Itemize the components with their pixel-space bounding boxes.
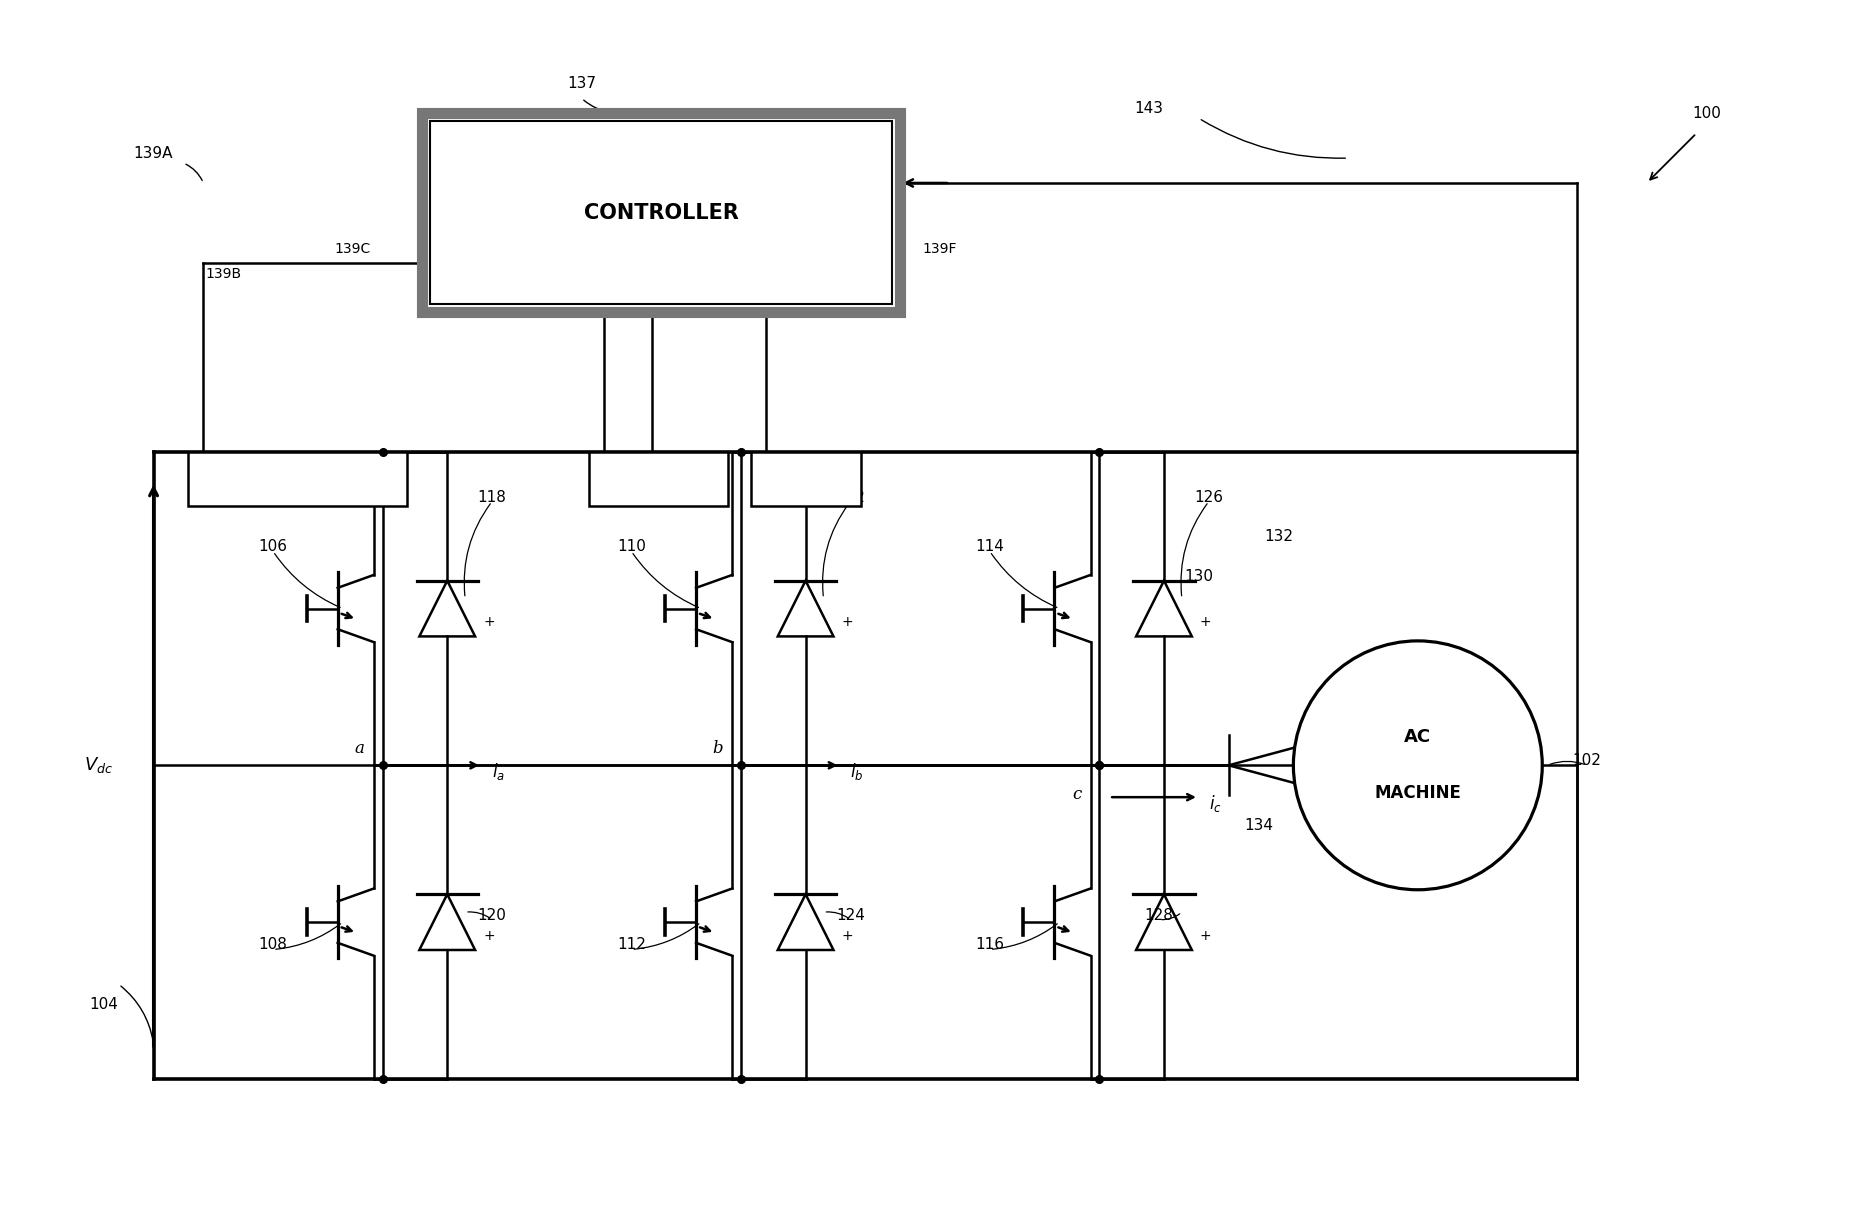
Text: +: +: [1201, 616, 1212, 629]
Text: $V_{dc}$: $V_{dc}$: [84, 756, 113, 776]
Text: 114: 114: [976, 539, 1004, 554]
Text: a: a: [355, 740, 364, 757]
Text: 116: 116: [976, 938, 1004, 953]
Text: 139C: 139C: [334, 241, 371, 256]
Text: 139F: 139F: [923, 241, 957, 256]
FancyBboxPatch shape: [589, 452, 728, 506]
Text: 100: 100: [1692, 106, 1720, 122]
FancyBboxPatch shape: [430, 121, 893, 304]
Text: 134: 134: [1244, 819, 1274, 833]
Text: $i_a$: $i_a$: [492, 761, 505, 782]
Text: 126: 126: [1195, 490, 1223, 505]
FancyBboxPatch shape: [188, 452, 407, 506]
Text: c: c: [1071, 787, 1081, 803]
Text: CONTROLLER: CONTROLLER: [583, 203, 739, 223]
Text: 139B: 139B: [204, 267, 242, 281]
Text: 118: 118: [478, 490, 507, 505]
Text: 137: 137: [567, 76, 597, 91]
Text: 139E: 139E: [604, 297, 640, 310]
Text: 132: 132: [1264, 529, 1293, 544]
Text: 122: 122: [837, 490, 865, 505]
Text: 112: 112: [617, 938, 645, 953]
Text: 106: 106: [259, 539, 287, 554]
Text: b: b: [713, 740, 722, 757]
Text: 143: 143: [1135, 101, 1163, 116]
Text: 104: 104: [90, 997, 118, 1012]
Text: $i_c$: $i_c$: [1208, 793, 1221, 814]
Text: MACHINE: MACHINE: [1375, 784, 1461, 803]
Text: 124: 124: [837, 907, 865, 922]
Text: AC: AC: [1405, 729, 1431, 746]
Text: $i_b$: $i_b$: [850, 761, 863, 782]
Text: 108: 108: [259, 938, 287, 953]
Text: +: +: [1201, 929, 1212, 943]
Text: 139A: 139A: [133, 146, 173, 161]
Text: +: +: [482, 929, 495, 943]
Text: +: +: [842, 616, 854, 629]
Text: 102: 102: [1572, 753, 1602, 768]
Text: +: +: [842, 929, 854, 943]
FancyBboxPatch shape: [752, 452, 861, 506]
Text: +: +: [482, 616, 495, 629]
Text: 128: 128: [1144, 907, 1172, 922]
Text: 120: 120: [478, 907, 507, 922]
FancyBboxPatch shape: [422, 113, 900, 313]
Text: 130: 130: [1184, 569, 1214, 585]
Text: 139D: 139D: [623, 241, 660, 256]
Text: 110: 110: [617, 539, 645, 554]
